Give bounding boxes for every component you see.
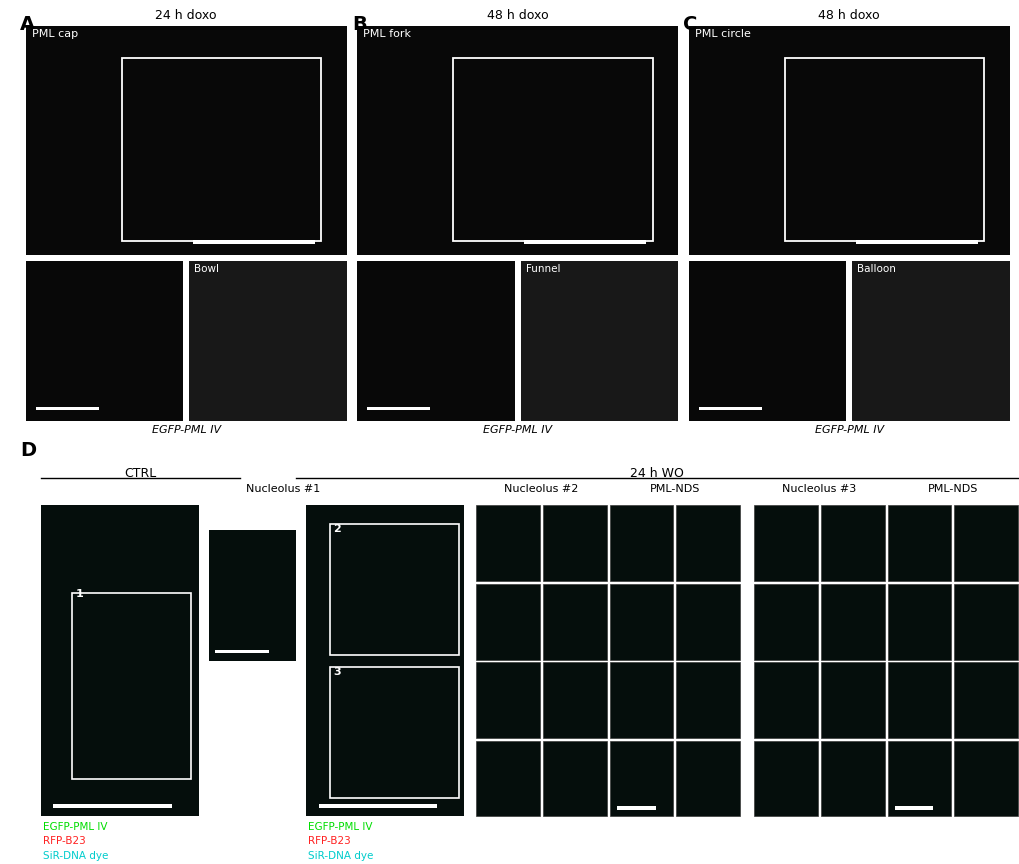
Text: 48 h doxo: 48 h doxo	[486, 9, 548, 22]
Bar	[524, 240, 646, 244]
Text: Nucleolus #2: Nucleolus #2	[503, 484, 578, 494]
Text: 2: 2	[332, 524, 340, 534]
Text: 24 h WO: 24 h WO	[630, 467, 683, 480]
Bar	[954, 740, 1017, 816]
Bar	[209, 530, 296, 661]
Bar	[329, 667, 459, 797]
Bar	[36, 407, 99, 410]
Bar	[754, 584, 817, 660]
Bar	[698, 407, 761, 410]
Bar	[676, 740, 740, 816]
Bar	[53, 804, 172, 808]
Bar	[318, 804, 437, 808]
Text: 1: 1	[75, 588, 84, 599]
Bar	[72, 593, 191, 779]
Bar	[954, 662, 1017, 738]
Text: EGFP-PML IV: EGFP-PML IV	[43, 822, 107, 832]
Bar	[887, 662, 951, 738]
Bar	[476, 662, 539, 738]
Bar	[190, 261, 346, 421]
Bar	[542, 505, 606, 581]
Text: RFP-B23: RFP-B23	[43, 836, 86, 847]
Bar	[609, 662, 673, 738]
Bar	[542, 740, 606, 816]
Text: EGFP-PML IV: EGFP-PML IV	[483, 425, 551, 435]
Text: EGFP-PML IV: EGFP-PML IV	[152, 425, 220, 435]
Bar	[476, 584, 539, 660]
Bar	[329, 524, 459, 655]
Text: CTRL: CTRL	[124, 467, 156, 480]
Bar	[676, 505, 740, 581]
Text: 48 h doxo: 48 h doxo	[817, 9, 879, 22]
Bar	[357, 26, 678, 255]
Bar	[193, 240, 314, 244]
Text: EGFP-PML IV: EGFP-PML IV	[814, 425, 882, 435]
Bar	[122, 58, 321, 241]
Text: SiR-DNA dye: SiR-DNA dye	[308, 851, 373, 861]
Bar	[954, 505, 1017, 581]
Bar	[357, 261, 515, 421]
Text: PML cap: PML cap	[32, 29, 77, 40]
Text: Nucleolus #1: Nucleolus #1	[247, 484, 320, 494]
Bar	[542, 584, 606, 660]
Bar	[25, 261, 183, 421]
Bar	[609, 584, 673, 660]
Text: Funnel: Funnel	[526, 264, 559, 275]
Bar	[887, 505, 951, 581]
Text: D: D	[20, 441, 37, 460]
Text: C: C	[683, 15, 697, 34]
Bar	[954, 584, 1017, 660]
Text: PML fork: PML fork	[363, 29, 411, 40]
Bar	[820, 740, 883, 816]
Bar	[609, 505, 673, 581]
Bar	[785, 58, 983, 241]
Text: SiR-DNA dye: SiR-DNA dye	[43, 851, 108, 861]
Bar	[476, 505, 539, 581]
Text: PML-NDS: PML-NDS	[649, 484, 699, 494]
Bar	[754, 740, 817, 816]
Bar	[367, 407, 430, 410]
Bar	[688, 261, 846, 421]
Bar	[41, 505, 199, 816]
Text: Bowl: Bowl	[194, 264, 219, 275]
Bar	[688, 26, 1009, 255]
Text: B: B	[352, 15, 366, 34]
Bar	[852, 261, 1009, 421]
Text: A: A	[20, 15, 36, 34]
Bar	[887, 740, 951, 816]
Bar	[616, 806, 655, 810]
Text: RFP-B23: RFP-B23	[308, 836, 351, 847]
Bar	[855, 240, 977, 244]
Bar	[820, 584, 883, 660]
Bar	[25, 26, 346, 255]
Bar	[676, 584, 740, 660]
Bar	[521, 261, 678, 421]
Bar	[609, 740, 673, 816]
Text: EGFP-PML IV: EGFP-PML IV	[308, 822, 372, 832]
Bar	[820, 662, 883, 738]
Text: Nucleolus #3: Nucleolus #3	[782, 484, 856, 494]
Bar	[887, 584, 951, 660]
Bar	[895, 806, 932, 810]
Text: 24 h doxo: 24 h doxo	[155, 9, 217, 22]
Bar	[452, 58, 652, 241]
Text: PML circle: PML circle	[694, 29, 750, 40]
Bar	[820, 505, 883, 581]
Text: 3: 3	[332, 667, 340, 677]
Bar	[754, 505, 817, 581]
Bar	[215, 650, 269, 653]
Bar	[542, 662, 606, 738]
Text: PML-NDS: PML-NDS	[926, 484, 977, 494]
Text: Balloon: Balloon	[857, 264, 896, 275]
Bar	[306, 505, 464, 816]
Bar	[476, 740, 539, 816]
Bar	[754, 662, 817, 738]
Bar	[676, 662, 740, 738]
